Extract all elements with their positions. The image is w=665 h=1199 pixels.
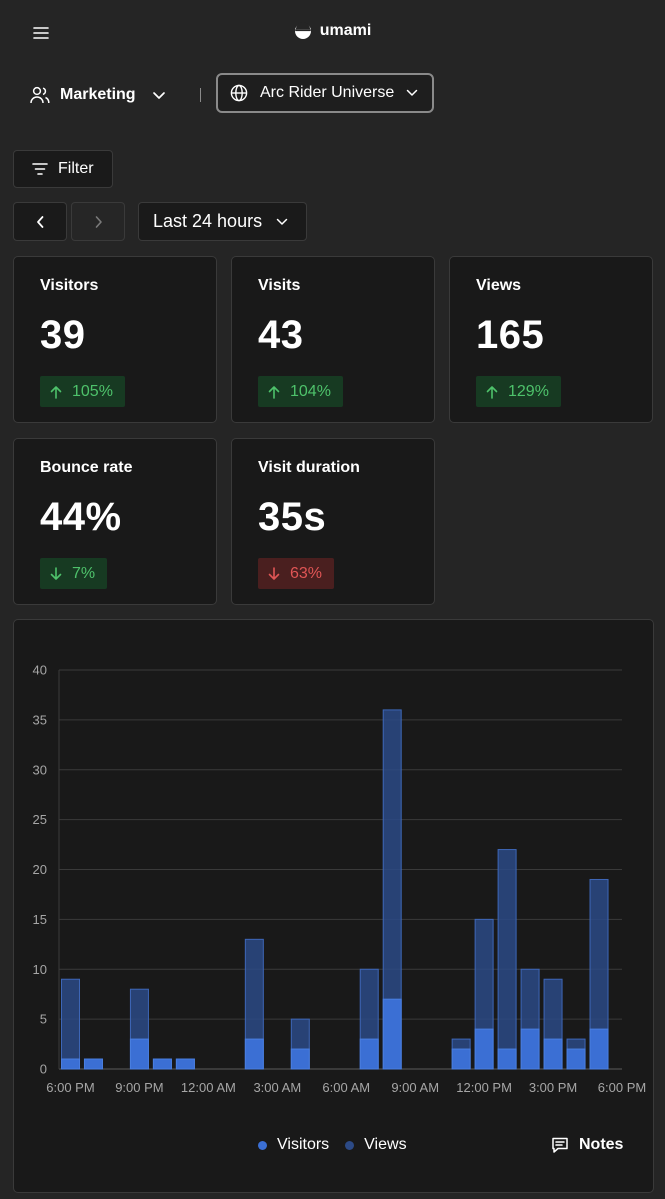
filter-button[interactable]: Filter (13, 150, 113, 188)
visitors-dot-icon (258, 1140, 267, 1150)
filter-label: Filter (58, 160, 94, 177)
chevron-right-icon (94, 215, 103, 229)
team-select-label: Marketing (60, 86, 136, 103)
notes-label: Notes (579, 1136, 624, 1153)
legend-item-visitors[interactable]: Visitors (258, 1136, 329, 1154)
chevron-down-icon (152, 91, 166, 100)
brand-name: umami (319, 22, 372, 39)
metric-label: Visits (258, 277, 301, 294)
users-icon (30, 86, 50, 104)
metric-value: 165 (476, 313, 545, 357)
team-select[interactable]: Marketing (22, 76, 174, 114)
metric-label: Bounce rate (40, 459, 133, 476)
previous-period-button[interactable] (13, 202, 67, 241)
menu-button[interactable] (28, 20, 54, 46)
metric-change-value: 129% (508, 382, 549, 400)
metric-change-value: 104% (290, 382, 331, 400)
arrow-up-icon (268, 385, 280, 399)
legend-label-views: Views (364, 1136, 407, 1153)
arrow-up-icon (50, 385, 62, 399)
metric-change-value: 63% (290, 564, 323, 582)
website-select[interactable]: Arc Rider Universe (216, 73, 434, 113)
date-range-label: Last 24 hours (153, 211, 263, 231)
arrow-up-icon (486, 385, 498, 399)
chevron-down-icon (276, 218, 288, 226)
metric-card-views: Views 165 129% (449, 256, 653, 423)
metric-card-visit-duration: Visit duration 35s 63% (231, 438, 435, 605)
metric-change-badge: 104% (258, 376, 343, 407)
filter-lines-icon (32, 162, 48, 176)
date-range-select[interactable]: Last 24 hours (138, 202, 307, 241)
arrow-down-icon (268, 566, 280, 581)
notes-button[interactable]: Notes (551, 1136, 623, 1154)
legend-label-visitors: Visitors (277, 1136, 330, 1153)
metric-value: 35s (258, 495, 327, 539)
chart-legend: Visitors Views (258, 1136, 407, 1154)
chart-panel (13, 619, 654, 1193)
metric-label: Visit duration (258, 459, 360, 476)
hamburger-menu-icon (33, 26, 49, 40)
metric-change-value: 7% (72, 564, 96, 582)
arrow-down-icon (50, 566, 62, 581)
metric-label: Visitors (40, 277, 99, 294)
globe-icon (230, 84, 248, 102)
brand[interactable]: umami (0, 22, 665, 40)
chevron-left-icon (36, 215, 45, 229)
notes-icon (551, 1136, 569, 1154)
metric-value: 44% (40, 495, 122, 539)
views-dot-icon (345, 1140, 355, 1150)
metric-change-value: 105% (72, 382, 113, 400)
selector-divider (200, 88, 201, 102)
metric-card-visitors: Visitors 39 105% (13, 256, 217, 423)
metric-change-badge: 63% (258, 558, 335, 589)
next-period-button[interactable] (71, 202, 125, 241)
metric-card-visits: Visits 43 104% (231, 256, 435, 423)
website-select-label: Arc Rider Universe (260, 84, 395, 101)
metric-change-badge: 129% (476, 376, 561, 407)
metric-change-badge: 105% (40, 376, 125, 407)
legend-item-views[interactable]: Views (345, 1136, 407, 1154)
metric-value: 39 (40, 313, 86, 357)
metric-value: 43 (258, 313, 304, 357)
chevron-down-icon (406, 89, 418, 97)
metric-label: Views (476, 277, 522, 294)
metric-change-badge: 7% (40, 558, 108, 589)
umami-logo-icon (294, 22, 312, 40)
metric-card-bounce-rate: Bounce rate 44% 7% (13, 438, 217, 605)
